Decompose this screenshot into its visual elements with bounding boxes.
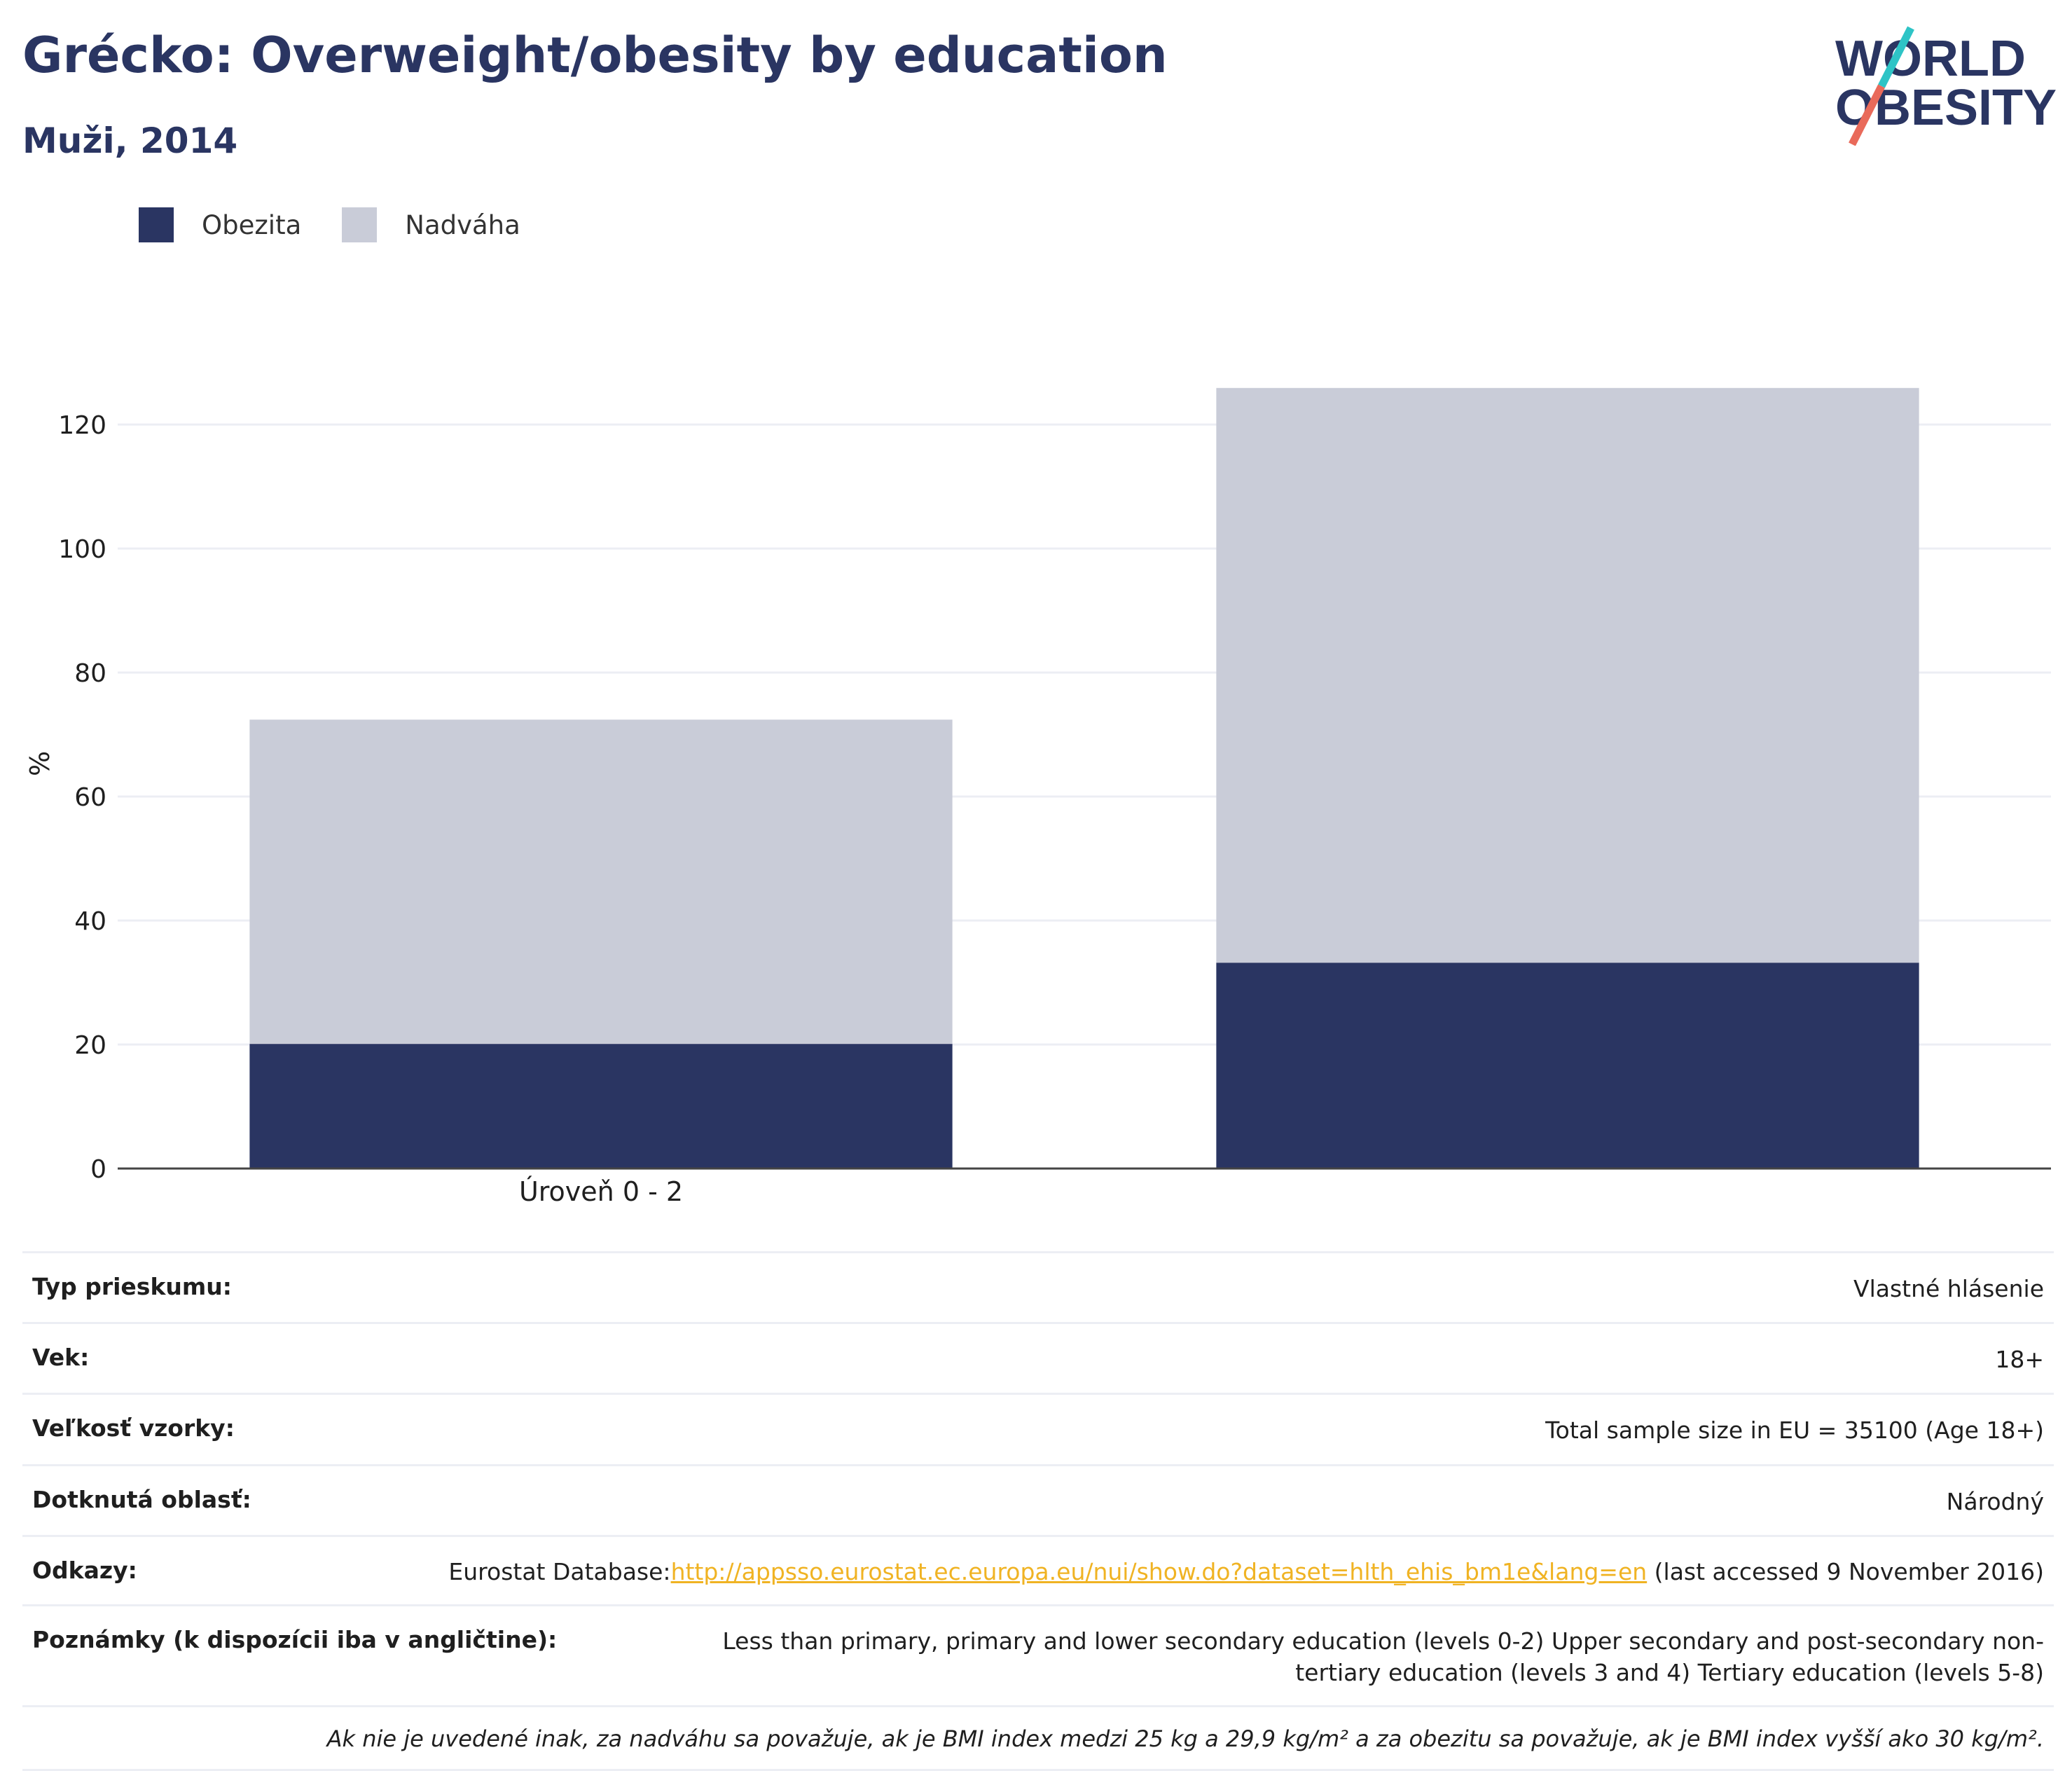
- logo-text-world: WORLD: [1835, 31, 2026, 87]
- eurostat-link[interactable]: http://appsso.eurostat.ec.europa.eu/nui/…: [670, 1557, 1648, 1585]
- legend-item-overweight[interactable]: Nadváha: [342, 207, 520, 242]
- bar-obesity-1[interactable]: [1216, 963, 1919, 1169]
- stacked-bar-chart: 0 20 40 60 80 100 120% Úroveň 0 - 2: [25, 387, 2051, 1207]
- y-tick-label-100: 100: [58, 535, 106, 564]
- bar-overweight-0[interactable]: [249, 719, 953, 1045]
- info-row-survey-type: Typ prieskumu: Vlastné hlásenie: [22, 1251, 2054, 1322]
- info-value: 18+: [1995, 1346, 2044, 1374]
- legend-label-obesity: Obezita: [202, 209, 302, 240]
- info-value-references: Eurostat Database:http://appsso.eurostat…: [242, 1557, 2044, 1588]
- y-axis-label: %: [25, 751, 55, 776]
- info-value: Total sample size in EU = 35100 (Age 18+…: [1545, 1417, 2044, 1445]
- bmi-footnote: Ak nie je uvedené inak, za nadváhu sa po…: [22, 1705, 2054, 1771]
- y-tick-label-40: 40: [74, 907, 106, 936]
- bar-obesity-0[interactable]: [249, 1044, 953, 1169]
- info-value: Vlastné hlásenie: [1853, 1275, 2044, 1302]
- y-tick-label-0: 0: [90, 1155, 106, 1184]
- legend-item-obesity[interactable]: Obezita: [139, 207, 301, 242]
- info-label: Poznámky (k dispozícii iba v angličtine)…: [32, 1626, 558, 1654]
- chart-title: Grécko: Overweight/obesity by education: [22, 27, 1168, 84]
- x-tick-label-0: Úroveň 0 - 2: [519, 1176, 683, 1207]
- logo-slash-top: [1878, 26, 1914, 88]
- info-label: Veľkosť vzorky:: [32, 1414, 235, 1442]
- y-tick-label-60: 60: [74, 783, 106, 812]
- y-tick-label-120: 120: [58, 411, 106, 440]
- survey-info-table: Typ prieskumu: Vlastné hlásenie Vek: 18+…: [22, 1251, 2054, 1771]
- info-label: Odkazy:: [32, 1556, 137, 1584]
- y-tick-label-80: 80: [74, 659, 106, 688]
- chart-legend: Obezita Nadváha: [139, 207, 561, 242]
- world-obesity-logo[interactable]: WORLD OBESITY: [1821, 20, 2059, 146]
- info-row-area: Dotknutá oblasť: Národný: [22, 1463, 2054, 1535]
- info-row-notes: Poznámky (k dispozícii iba v angličtine)…: [22, 1604, 2054, 1705]
- bar-overweight-1[interactable]: [1216, 387, 1919, 963]
- logo-slash-bottom: [1849, 84, 1885, 146]
- y-tick-label-20: 20: [74, 1031, 106, 1060]
- info-row-references: Odkazy: Eurostat Database:http://appsso.…: [22, 1534, 2054, 1605]
- reference-prefix: Eurostat Database:: [448, 1557, 671, 1585]
- info-label: Vek:: [32, 1344, 90, 1372]
- info-row-age: Vek: 18+: [22, 1322, 2054, 1393]
- legend-swatch-overweight: [342, 207, 378, 242]
- info-value: Národný: [1946, 1487, 2044, 1515]
- info-value: Less than primary, primary and lower sec…: [722, 1627, 2044, 1686]
- legend-swatch-obesity: [139, 207, 174, 242]
- info-row-sample-size: Veľkosť vzorky: Total sample size in EU …: [22, 1393, 2054, 1463]
- info-label: Typ prieskumu:: [32, 1273, 232, 1300]
- reference-suffix: (last accessed 9 November 2016): [1647, 1557, 2044, 1585]
- info-label: Dotknutá oblasť:: [32, 1485, 251, 1513]
- legend-label-overweight: Nadváha: [405, 209, 520, 240]
- chart-subtitle: Muži, 2014: [22, 120, 238, 161]
